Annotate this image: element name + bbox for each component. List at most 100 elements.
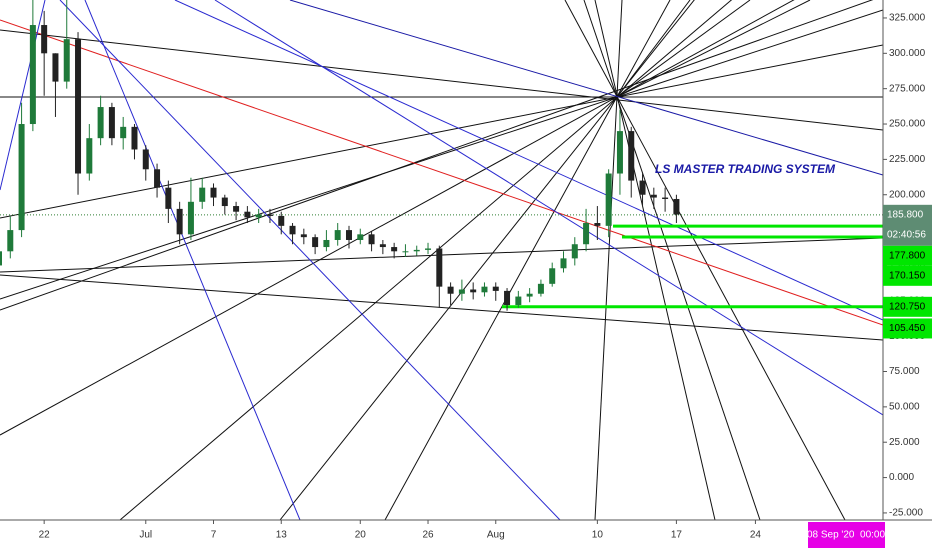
candle-body (334, 230, 341, 240)
y-tick-label: 75.000 (889, 366, 920, 377)
candle-body (142, 149, 149, 170)
candle-body (458, 289, 465, 294)
candle-body (628, 131, 635, 181)
x-tick-label: 10 (592, 530, 604, 541)
candle-body (616, 131, 623, 174)
candle-body (504, 290, 511, 306)
y-tick-label: 325.000 (889, 13, 926, 24)
y-tick-label: 250.000 (889, 119, 926, 130)
x-tick-label: 24 (750, 530, 762, 541)
level-label: 120.750 (889, 301, 926, 312)
cursor-time-box (808, 522, 885, 548)
candle-body (7, 230, 14, 252)
candle-body (571, 244, 578, 259)
candle-body (583, 223, 590, 245)
candle-body (97, 107, 104, 139)
candle-body (594, 223, 601, 226)
level-label: 170.150 (889, 270, 926, 281)
plot-area (0, 0, 883, 311)
candle-body (41, 25, 48, 54)
candle-body (345, 230, 352, 240)
candle-body (492, 286, 499, 291)
time-axis (0, 520, 932, 550)
candle-body (221, 197, 228, 207)
candle-body (255, 214, 262, 218)
candle-body (0, 251, 2, 266)
x-tick-label: 26 (422, 530, 434, 541)
candle-body (447, 286, 454, 294)
candle-body (639, 180, 646, 195)
candle-body (165, 187, 172, 209)
x-tick-label: 20 (355, 530, 367, 541)
candle-body (18, 124, 25, 231)
x-tick-label: 22 (39, 530, 51, 541)
candle-body (108, 107, 115, 139)
candle-body (357, 234, 364, 240)
level-box (883, 318, 932, 339)
level-label: 177.800 (889, 250, 926, 261)
level-box (883, 245, 932, 266)
candle-body (662, 197, 669, 199)
y-tick-label: -25.000 (889, 508, 923, 519)
candle-body (515, 296, 522, 306)
y-tick-label: 225.000 (889, 154, 926, 165)
candle-body (75, 39, 82, 174)
candle-body (650, 194, 657, 198)
y-tick-label: 300.000 (889, 48, 926, 59)
candle-body (537, 283, 544, 294)
candle-body (436, 248, 443, 287)
candle-body (244, 211, 251, 218)
candle-body (154, 169, 161, 188)
candle-body (300, 234, 307, 238)
chart-title: LS MASTER TRADING SYSTEM (655, 162, 836, 176)
x-tick-label: 7 (211, 530, 217, 541)
candle-body (323, 239, 330, 248)
candle-body (425, 248, 432, 250)
candle-body (413, 249, 420, 252)
candle-body (233, 206, 240, 212)
last-price-label: 185.800 (887, 209, 924, 220)
candle-body (199, 187, 206, 202)
candle-body (187, 201, 194, 235)
candle-body (312, 237, 319, 248)
candle-body (131, 126, 138, 150)
candle-body (63, 39, 70, 82)
candle-body (391, 247, 398, 252)
candle-body (379, 244, 386, 248)
last-price-box (883, 204, 932, 246)
level-box (883, 265, 932, 286)
x-tick-label: Jul (139, 530, 152, 541)
x-tick-label: 13 (276, 530, 288, 541)
candle-body (29, 25, 36, 125)
candle-body (52, 53, 59, 82)
candle-body (210, 187, 217, 198)
x-tick-label: 17 (671, 530, 683, 541)
candle-body (673, 198, 680, 215)
candle-body (402, 251, 409, 253)
candle-body (560, 258, 567, 269)
cursor-time-label: 08 Sep '20 00:00 (807, 530, 886, 541)
candle-body (278, 215, 285, 226)
y-tick-label: 200.000 (889, 189, 926, 200)
candle-body (526, 293, 533, 297)
candle-body (470, 289, 477, 293)
candle-body (176, 208, 183, 235)
x-tick-label: Aug (487, 530, 505, 541)
candle-body (368, 234, 375, 245)
countdown-label: 02:40:56 (887, 229, 926, 240)
level-box (883, 296, 932, 317)
candle-body (481, 286, 488, 293)
candle-body (86, 138, 93, 174)
y-tick-label: 0.000 (889, 472, 914, 483)
y-tick-label: 275.000 (889, 83, 926, 94)
y-tick-label: 25.000 (889, 437, 920, 448)
candle-body (605, 173, 612, 226)
candle-body (549, 268, 556, 284)
y-tick-label: 50.000 (889, 402, 920, 413)
level-label: 105.450 (889, 323, 926, 334)
trend-lines (0, 0, 883, 520)
candle-body (266, 214, 273, 216)
candle-body (120, 126, 127, 139)
